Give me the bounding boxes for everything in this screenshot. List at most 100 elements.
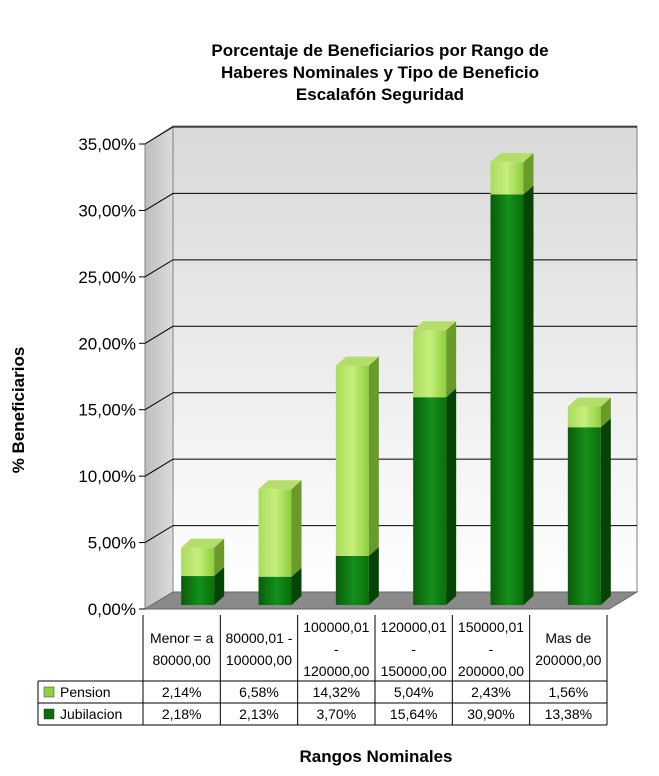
bar-jubilacion-side — [291, 567, 302, 605]
gridlines — [144, 126, 637, 543]
bar-pension-side — [523, 153, 534, 195]
gridline — [144, 192, 637, 211]
category-label: 120000,00 — [303, 663, 369, 679]
y-tick-label: 15,00% — [78, 401, 136, 420]
category-label: 100000,01 — [303, 619, 369, 635]
bar-jubilacion — [258, 567, 302, 605]
plot-back-wall — [172, 125, 638, 593]
data-label: 5,04% — [394, 684, 434, 700]
y-axis-label: % Beneficiarios — [9, 347, 28, 474]
bar-pension — [258, 480, 302, 577]
bar-pension-front — [490, 162, 524, 195]
category-label: 80000,00 — [152, 652, 211, 668]
bar-pension-front — [335, 365, 369, 556]
bar-jubilacion-front — [567, 427, 601, 605]
gridline — [144, 126, 637, 145]
bar-pension-side — [368, 356, 379, 556]
data-table: Menor = a 80000,00 80000,01 - 100000,00 1000… — [37, 615, 608, 726]
bars — [181, 153, 611, 605]
bar-pension-top — [181, 538, 225, 548]
x-axis-label: Rangos Nominales — [299, 747, 452, 766]
bar-pension-front — [567, 406, 601, 428]
bar-pension-front — [258, 489, 292, 577]
legend-swatch — [43, 708, 55, 720]
y-axis-ticks: 0,00% 5,00% 10,00% 15,00% 20,00% 25,00% 30,00%… — [78, 135, 145, 619]
bar-pension-top — [258, 480, 302, 490]
plot-left-wall — [144, 125, 174, 610]
category-label: 150000,01 — [458, 619, 524, 635]
category-label: 200000,00 — [458, 663, 524, 679]
bar-jubilacion — [335, 546, 379, 605]
category-label: Mas de — [545, 630, 591, 646]
gridline — [144, 325, 637, 344]
bar-pension-side — [446, 321, 457, 398]
data-label: 13,38% — [545, 706, 592, 722]
data-label: 2,14% — [162, 684, 202, 700]
bar-pension — [335, 356, 379, 556]
bar-jubilacion-front — [490, 194, 524, 605]
legend-label: Jubilacion — [60, 706, 122, 722]
y-tick-label: 25,00% — [78, 268, 136, 287]
category-label: 150000,00 — [381, 663, 447, 679]
bar-pension — [181, 538, 225, 577]
gridline — [144, 392, 637, 411]
data-label: 14,32% — [313, 684, 360, 700]
y-tick-label: 35,00% — [78, 135, 136, 154]
bar-pension-side — [600, 397, 611, 428]
bar-jubilacion-side — [523, 185, 534, 605]
category-label: 80000,01 - — [226, 630, 293, 646]
bar-jubilacion-front — [335, 555, 369, 605]
category-label: 200000,00 — [535, 652, 601, 668]
data-label: 2,43% — [471, 684, 511, 700]
bar-pension-front — [181, 547, 215, 577]
bar-jubilacion-side — [368, 546, 379, 605]
legend-swatch — [43, 686, 55, 698]
y-tick-label: 30,00% — [78, 201, 136, 220]
chart-title-line-2: Haberes Nominales y Tipo de Beneficio — [221, 63, 539, 82]
bar-jubilacion-front — [413, 397, 447, 605]
bar-pension-top — [335, 356, 379, 366]
chart-title-line-3: Escalafón Seguridad — [296, 85, 464, 104]
bar-pension-side — [291, 480, 302, 577]
bar-jubilacion — [181, 567, 225, 605]
data-label: 2,18% — [162, 706, 202, 722]
bar-pension — [490, 153, 534, 195]
bar-jubilacion — [567, 418, 611, 605]
bar-pension-top — [567, 397, 611, 407]
bar-pension-front — [413, 330, 447, 398]
y-tick-label: 10,00% — [78, 467, 136, 486]
category-label: - — [334, 641, 339, 657]
data-label: 15,64% — [390, 706, 437, 722]
category-label: Menor = a — [150, 630, 214, 646]
chart-title-line-1: Porcentaje de Beneficiarios por Rango de — [211, 41, 548, 60]
data-label: 30,90% — [467, 706, 514, 722]
bar-pension-top — [413, 321, 457, 331]
chart-title: Porcentaje de Beneficiarios por Rango de… — [211, 41, 548, 104]
data-label: 2,13% — [239, 706, 279, 722]
y-tick-label: 0,00% — [88, 600, 136, 619]
legend-label: Pension — [60, 684, 111, 700]
category-label: - — [411, 641, 416, 657]
category-label: 100000,00 — [226, 652, 292, 668]
y-tick-label: 20,00% — [78, 334, 136, 353]
bar-jubilacion-side — [600, 418, 611, 605]
bar-jubilacion-side — [214, 567, 225, 605]
gridline — [144, 525, 637, 543]
gridline — [144, 259, 637, 278]
bar-pension-top — [490, 153, 534, 163]
bar-jubilacion-front — [181, 576, 215, 605]
bar-jubilacion — [490, 185, 534, 605]
category-label: - — [489, 641, 494, 657]
bar-jubilacion-front — [258, 576, 292, 605]
bar-pension — [413, 321, 457, 398]
gridline — [144, 458, 637, 477]
bar-pension-side — [214, 538, 225, 577]
data-label: 6,58% — [239, 684, 279, 700]
data-label: 1,56% — [548, 684, 588, 700]
bar-jubilacion-side — [446, 388, 457, 605]
y-tick-label: 5,00% — [88, 534, 136, 553]
data-label: 3,70% — [316, 706, 356, 722]
category-label: 120000,01 — [381, 619, 447, 635]
bar-pension — [567, 397, 611, 428]
